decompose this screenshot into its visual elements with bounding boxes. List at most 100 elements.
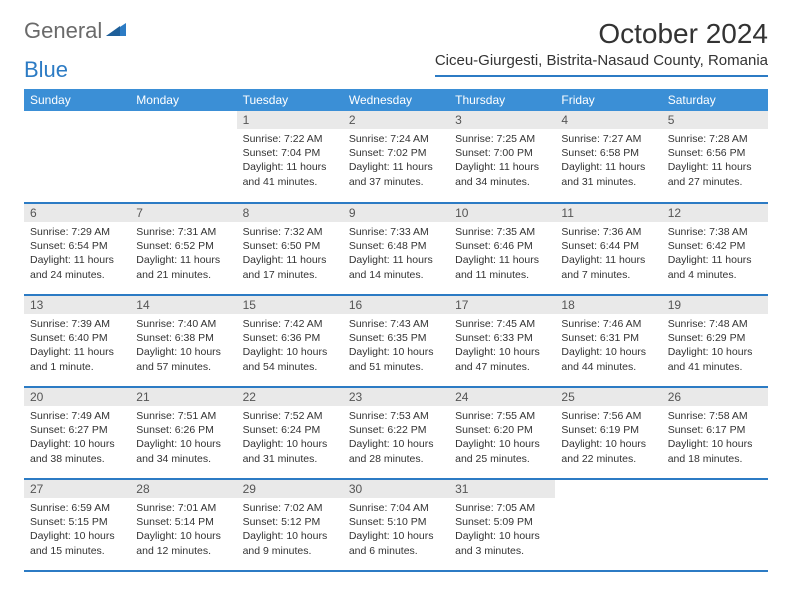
day-cell-30: 30Sunrise: 7:04 AMSunset: 5:10 PMDayligh… (343, 479, 449, 571)
day-cell-23: 23Sunrise: 7:53 AMSunset: 6:22 PMDayligh… (343, 387, 449, 479)
day-cell-26: 26Sunrise: 7:58 AMSunset: 6:17 PMDayligh… (662, 387, 768, 479)
day-cell-24: 24Sunrise: 7:55 AMSunset: 6:20 PMDayligh… (449, 387, 555, 479)
day-body: Sunrise: 7:56 AMSunset: 6:19 PMDaylight:… (555, 406, 661, 470)
day-body: Sunrise: 7:31 AMSunset: 6:52 PMDaylight:… (130, 222, 236, 286)
day-body: Sunrise: 7:36 AMSunset: 6:44 PMDaylight:… (555, 222, 661, 286)
day-cell-13: 13Sunrise: 7:39 AMSunset: 6:40 PMDayligh… (24, 295, 130, 387)
day-number: 4 (555, 111, 661, 129)
day-body: Sunrise: 7:29 AMSunset: 6:54 PMDaylight:… (24, 222, 130, 286)
day-body: Sunrise: 7:04 AMSunset: 5:10 PMDaylight:… (343, 498, 449, 562)
day-number: 5 (662, 111, 768, 129)
month-title: October 2024 (435, 18, 768, 50)
day-body: Sunrise: 6:59 AMSunset: 5:15 PMDaylight:… (24, 498, 130, 562)
day-cell-11: 11Sunrise: 7:36 AMSunset: 6:44 PMDayligh… (555, 203, 661, 295)
day-cell-27: 27Sunrise: 6:59 AMSunset: 5:15 PMDayligh… (24, 479, 130, 571)
day-number: 29 (237, 480, 343, 498)
day-cell-15: 15Sunrise: 7:42 AMSunset: 6:36 PMDayligh… (237, 295, 343, 387)
day-number: 15 (237, 296, 343, 314)
day-body: Sunrise: 7:33 AMSunset: 6:48 PMDaylight:… (343, 222, 449, 286)
day-body: Sunrise: 7:25 AMSunset: 7:00 PMDaylight:… (449, 129, 555, 193)
calendar-row: 20Sunrise: 7:49 AMSunset: 6:27 PMDayligh… (24, 387, 768, 479)
day-body: Sunrise: 7:48 AMSunset: 6:29 PMDaylight:… (662, 314, 768, 378)
day-number: 22 (237, 388, 343, 406)
brand-part2: Blue (24, 57, 68, 82)
day-body: Sunrise: 7:51 AMSunset: 6:26 PMDaylight:… (130, 406, 236, 470)
location-line: Ciceu-Giurgesti, Bistrita-Nasaud County,… (435, 52, 768, 77)
day-number: 11 (555, 204, 661, 222)
day-number: 9 (343, 204, 449, 222)
calendar-head: SundayMondayTuesdayWednesdayThursdayFrid… (24, 89, 768, 111)
day-cell-7: 7Sunrise: 7:31 AMSunset: 6:52 PMDaylight… (130, 203, 236, 295)
day-number: 24 (449, 388, 555, 406)
day-number: 19 (662, 296, 768, 314)
title-block: October 2024 Ciceu-Giurgesti, Bistrita-N… (435, 18, 768, 77)
day-cell-17: 17Sunrise: 7:45 AMSunset: 6:33 PMDayligh… (449, 295, 555, 387)
day-cell-18: 18Sunrise: 7:46 AMSunset: 6:31 PMDayligh… (555, 295, 661, 387)
day-cell-19: 19Sunrise: 7:48 AMSunset: 6:29 PMDayligh… (662, 295, 768, 387)
dayname-thursday: Thursday (449, 89, 555, 111)
calendar-row: 13Sunrise: 7:39 AMSunset: 6:40 PMDayligh… (24, 295, 768, 387)
day-body: Sunrise: 7:22 AMSunset: 7:04 PMDaylight:… (237, 129, 343, 193)
brand-logo: General (24, 18, 130, 44)
dayname-friday: Friday (555, 89, 661, 111)
day-cell-9: 9Sunrise: 7:33 AMSunset: 6:48 PMDaylight… (343, 203, 449, 295)
day-number: 26 (662, 388, 768, 406)
empty-cell (24, 111, 130, 203)
day-cell-2: 2Sunrise: 7:24 AMSunset: 7:02 PMDaylight… (343, 111, 449, 203)
day-number: 20 (24, 388, 130, 406)
dayname-wednesday: Wednesday (343, 89, 449, 111)
day-cell-21: 21Sunrise: 7:51 AMSunset: 6:26 PMDayligh… (130, 387, 236, 479)
day-number: 1 (237, 111, 343, 129)
calendar-body: 1Sunrise: 7:22 AMSunset: 7:04 PMDaylight… (24, 111, 768, 571)
day-body: Sunrise: 7:39 AMSunset: 6:40 PMDaylight:… (24, 314, 130, 378)
day-cell-14: 14Sunrise: 7:40 AMSunset: 6:38 PMDayligh… (130, 295, 236, 387)
dayname-tuesday: Tuesday (237, 89, 343, 111)
day-cell-3: 3Sunrise: 7:25 AMSunset: 7:00 PMDaylight… (449, 111, 555, 203)
day-number: 28 (130, 480, 236, 498)
day-body: Sunrise: 7:27 AMSunset: 6:58 PMDaylight:… (555, 129, 661, 193)
day-number: 23 (343, 388, 449, 406)
day-cell-16: 16Sunrise: 7:43 AMSunset: 6:35 PMDayligh… (343, 295, 449, 387)
day-cell-29: 29Sunrise: 7:02 AMSunset: 5:12 PMDayligh… (237, 479, 343, 571)
day-body: Sunrise: 7:24 AMSunset: 7:02 PMDaylight:… (343, 129, 449, 193)
day-cell-8: 8Sunrise: 7:32 AMSunset: 6:50 PMDaylight… (237, 203, 343, 295)
empty-cell (555, 479, 661, 571)
day-cell-4: 4Sunrise: 7:27 AMSunset: 6:58 PMDaylight… (555, 111, 661, 203)
calendar-table: SundayMondayTuesdayWednesdayThursdayFrid… (24, 89, 768, 572)
day-cell-31: 31Sunrise: 7:05 AMSunset: 5:09 PMDayligh… (449, 479, 555, 571)
brand-part1: General (24, 18, 102, 44)
day-number: 30 (343, 480, 449, 498)
day-body: Sunrise: 7:05 AMSunset: 5:09 PMDaylight:… (449, 498, 555, 562)
empty-cell (130, 111, 236, 203)
day-number: 7 (130, 204, 236, 222)
day-cell-6: 6Sunrise: 7:29 AMSunset: 6:54 PMDaylight… (24, 203, 130, 295)
day-body: Sunrise: 7:02 AMSunset: 5:12 PMDaylight:… (237, 498, 343, 562)
day-cell-1: 1Sunrise: 7:22 AMSunset: 7:04 PMDaylight… (237, 111, 343, 203)
day-cell-22: 22Sunrise: 7:52 AMSunset: 6:24 PMDayligh… (237, 387, 343, 479)
calendar-row: 27Sunrise: 6:59 AMSunset: 5:15 PMDayligh… (24, 479, 768, 571)
day-number: 10 (449, 204, 555, 222)
day-number: 25 (555, 388, 661, 406)
day-cell-10: 10Sunrise: 7:35 AMSunset: 6:46 PMDayligh… (449, 203, 555, 295)
day-number: 21 (130, 388, 236, 406)
day-body: Sunrise: 7:38 AMSunset: 6:42 PMDaylight:… (662, 222, 768, 286)
day-body: Sunrise: 7:58 AMSunset: 6:17 PMDaylight:… (662, 406, 768, 470)
day-body: Sunrise: 7:35 AMSunset: 6:46 PMDaylight:… (449, 222, 555, 286)
day-number: 31 (449, 480, 555, 498)
brand-triangle-icon (106, 18, 128, 44)
day-body: Sunrise: 7:28 AMSunset: 6:56 PMDaylight:… (662, 129, 768, 193)
day-body: Sunrise: 7:55 AMSunset: 6:20 PMDaylight:… (449, 406, 555, 470)
day-cell-25: 25Sunrise: 7:56 AMSunset: 6:19 PMDayligh… (555, 387, 661, 479)
day-number: 8 (237, 204, 343, 222)
dayname-monday: Monday (130, 89, 236, 111)
empty-cell (662, 479, 768, 571)
day-number: 2 (343, 111, 449, 129)
day-body: Sunrise: 7:40 AMSunset: 6:38 PMDaylight:… (130, 314, 236, 378)
day-cell-12: 12Sunrise: 7:38 AMSunset: 6:42 PMDayligh… (662, 203, 768, 295)
day-number: 12 (662, 204, 768, 222)
day-number: 27 (24, 480, 130, 498)
day-body: Sunrise: 7:01 AMSunset: 5:14 PMDaylight:… (130, 498, 236, 562)
day-number: 18 (555, 296, 661, 314)
dayname-saturday: Saturday (662, 89, 768, 111)
day-body: Sunrise: 7:52 AMSunset: 6:24 PMDaylight:… (237, 406, 343, 470)
